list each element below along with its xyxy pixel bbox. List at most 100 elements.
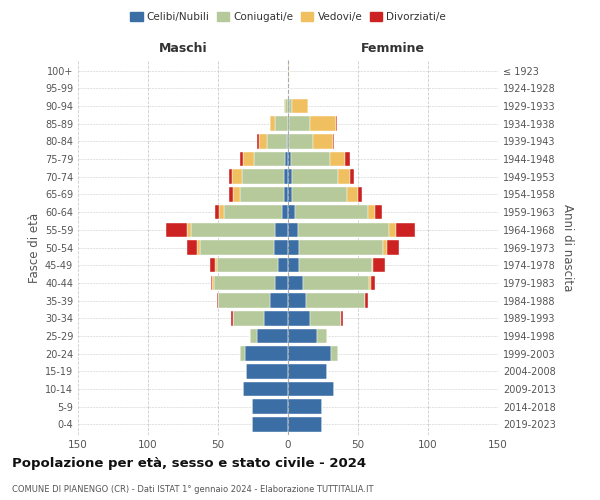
Text: COMUNE DI PIANENGO (CR) - Dati ISTAT 1° gennaio 2024 - Elaborazione TUTTITALIA.I: COMUNE DI PIANENGO (CR) - Dati ISTAT 1° … (12, 486, 373, 494)
Bar (388, 240, 398, 255)
Bar (212, 276, 214, 290)
Bar (335, 116, 337, 131)
Bar (358, 187, 362, 202)
Bar (317, 328, 327, 343)
Bar (241, 346, 245, 361)
Bar (288, 276, 304, 290)
Bar (233, 311, 264, 326)
Bar (215, 258, 217, 272)
Bar (230, 311, 233, 326)
Bar (289, 134, 313, 148)
Bar (288, 364, 327, 378)
Bar (288, 346, 331, 361)
Bar (369, 276, 371, 290)
Bar (215, 205, 220, 220)
Bar (306, 294, 365, 308)
Bar (289, 116, 310, 131)
Bar (288, 64, 289, 78)
Bar (229, 187, 233, 202)
Bar (275, 222, 288, 237)
Bar (187, 222, 191, 237)
Bar (220, 205, 224, 220)
Bar (288, 240, 299, 255)
Bar (288, 116, 289, 131)
Bar (338, 170, 350, 184)
Bar (232, 170, 242, 184)
Bar (299, 240, 383, 255)
Bar (250, 328, 257, 343)
Bar (373, 258, 385, 272)
Bar (288, 417, 322, 432)
Bar (375, 205, 382, 220)
Bar (187, 240, 197, 255)
Bar (217, 294, 218, 308)
Bar (287, 134, 288, 148)
Bar (396, 222, 415, 237)
Bar (197, 240, 200, 255)
Bar (267, 134, 287, 148)
Bar (368, 205, 375, 220)
Bar (291, 152, 330, 166)
Bar (259, 134, 267, 148)
Bar (270, 116, 275, 131)
Bar (288, 328, 317, 343)
Bar (292, 98, 308, 113)
Bar (292, 170, 338, 184)
Bar (288, 170, 292, 184)
Bar (285, 98, 288, 113)
Bar (289, 98, 292, 113)
Bar (288, 400, 322, 414)
Bar (229, 170, 232, 184)
Bar (214, 276, 275, 290)
Bar (288, 134, 289, 148)
Bar (288, 187, 292, 202)
Bar (304, 276, 369, 290)
Bar (310, 311, 341, 326)
Bar (254, 152, 285, 166)
Bar (330, 152, 346, 166)
Bar (191, 222, 275, 237)
Text: Popolazione per età, sesso e stato civile - 2024: Popolazione per età, sesso e stato civil… (12, 458, 366, 470)
Bar (285, 152, 288, 166)
Bar (166, 222, 187, 237)
Bar (241, 187, 284, 202)
Bar (278, 258, 288, 272)
Bar (233, 187, 241, 202)
Bar (288, 294, 306, 308)
Bar (371, 276, 375, 290)
Bar (288, 98, 289, 113)
Bar (347, 187, 358, 202)
Bar (310, 116, 335, 131)
Bar (245, 346, 288, 361)
Y-axis label: Anni di nascita: Anni di nascita (561, 204, 574, 291)
Text: Femmine: Femmine (361, 42, 425, 54)
Bar (257, 134, 259, 148)
Bar (299, 258, 372, 272)
Bar (200, 240, 274, 255)
Bar (331, 346, 338, 361)
Legend: Celibi/Nubili, Coniugati/e, Vedovi/e, Divorziati/e: Celibi/Nubili, Coniugati/e, Vedovi/e, Di… (126, 8, 450, 26)
Bar (246, 364, 288, 378)
Bar (283, 205, 288, 220)
Bar (251, 400, 288, 414)
Text: Maschi: Maschi (158, 42, 208, 54)
Bar (288, 382, 334, 396)
Bar (383, 240, 388, 255)
Bar (243, 152, 254, 166)
Bar (288, 258, 299, 272)
Bar (288, 311, 310, 326)
Bar (292, 187, 347, 202)
Bar (241, 152, 243, 166)
Bar (288, 205, 295, 220)
Bar (284, 98, 285, 113)
Bar (313, 134, 333, 148)
Bar (284, 170, 288, 184)
Bar (288, 222, 298, 237)
Bar (365, 294, 368, 308)
Bar (275, 116, 288, 131)
Bar (209, 258, 215, 272)
Bar (218, 294, 270, 308)
Bar (341, 311, 343, 326)
Bar (288, 152, 291, 166)
Bar (243, 382, 288, 396)
